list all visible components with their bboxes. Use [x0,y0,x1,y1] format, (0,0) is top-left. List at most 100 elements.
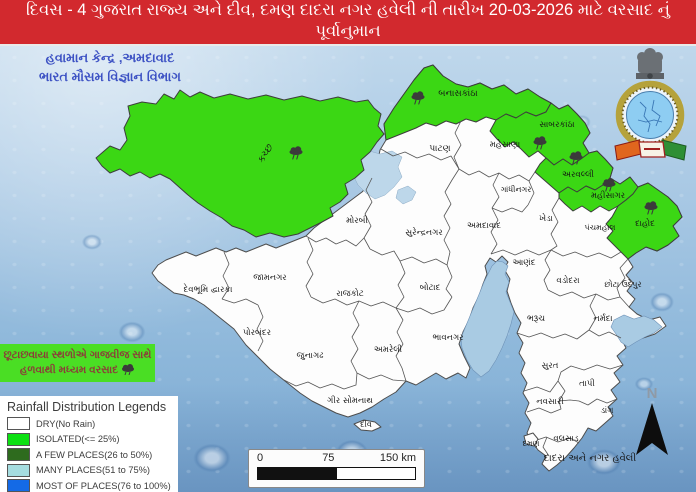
rainfall-legend: Rainfall Distribution Legends DRY(No Rai… [0,396,178,492]
district-border [443,168,460,266]
imd-logo [610,42,690,168]
banner-line2: પૂર્વાનુમાન [315,22,381,40]
thunderstorm-icon [644,201,658,215]
district-label: ગાંધીનગર [501,184,532,194]
district-border [380,148,460,170]
district-border [526,400,562,414]
scale-labels: 0 75 150 km [257,452,416,467]
district-label: મહીસાગર [591,190,626,201]
department-name: ભારત મૌસમ વિજ્ઞાન વિભાગ [39,68,181,84]
legend-swatch [7,432,30,446]
map-scale-bar: 0 75 150 km [248,449,425,488]
scale-bar-light-half [336,468,415,479]
district-label: મોરબી [346,214,368,226]
district-border [557,380,566,402]
district-shape-kutch [95,89,385,238]
district-border [283,372,358,390]
district-label: બનાસકાંઠા [438,88,477,99]
water-body [460,260,515,378]
district-border [588,293,597,331]
annotation-line1: છૂટાછવાયા સ્થળોએ ગાજવીજ સાથે [3,349,152,361]
district-label: ગીર સોમનાથ [327,394,373,406]
office-name: હવામાન કેન્દ્ર ,અમદાવાદ [45,50,175,65]
district-border [445,264,453,298]
district-label: દમણ [522,439,539,448]
district-border [221,251,230,300]
district-label: દાહોદ [635,217,655,229]
legend-label: A FEW PLACES(26 to 50%) [36,449,153,460]
legend-swatch [7,479,30,492]
legend-item: DRY(No Rain) [7,417,178,430]
legend-item: MOST OF PLACES(76 to 100%) [7,479,178,492]
scale-bar-dark-half [258,468,337,479]
scale-bar-graphic [257,467,416,480]
district-border [490,207,499,255]
thunderstorm-icon [122,364,135,376]
legend-item: A FEW PLACES(26 to 50%) [7,448,178,461]
district-border [369,248,448,266]
district-border [558,398,618,406]
legend-item: MANY PLACES(51 to 75%) [7,463,178,477]
district-label: દેવભૂમિ દ્વારકા [183,283,232,296]
issuing-office-block: હવામાન કેન્દ્ર ,અમદાવાદ ભારત મૌસમ વિજ્ઞા… [8,49,212,87]
district-border [550,249,622,259]
district-border [543,249,552,291]
district-label: સુરત [542,361,559,371]
district-label: બોટાદ [420,281,441,293]
forecast-annotation-box: છૂટાછવાયા સ્થળોએ ગાજવીજ સાથે હળવાથી મધ્ય… [0,344,155,383]
north-arrow-icon [636,403,668,455]
district-border [395,260,406,309]
legend-title: Rainfall Distribution Legends [7,400,167,414]
legend-swatch [7,448,30,461]
district-shape-green [605,182,683,260]
thunderstorm-icon [602,178,616,192]
district-label: દાદરા અને નગર હવેલી [544,451,637,464]
legend-label: DRY(No Rain) [36,418,96,429]
district-border [350,300,360,374]
district-border [305,237,314,298]
scale-mid: 75 [322,452,335,464]
district-border [305,235,365,247]
imd-ribbon-icon [614,139,687,161]
district-label: ખેડા [539,212,553,224]
north-label: N [646,385,658,402]
thunderstorm-icon [411,91,425,105]
water-body [610,314,663,348]
legend-label: MANY PLACES(51 to 75%) [36,465,151,475]
district-border [557,364,624,382]
district-border [453,120,462,170]
district-border [221,298,259,306]
legend-swatch [7,417,30,430]
district-label: સાબરકાંઠા [539,119,574,130]
banner-line1: દિવસ - 4 ગુજરાત રાજ્ય અને દીવ, દમણ દાદરા… [26,1,670,19]
district-label: નવસારી [536,396,564,407]
island-shape [353,419,382,432]
legend-swatch [7,463,30,477]
district-border [523,380,559,393]
district-label: પંચમહાલ [585,222,616,232]
district-border [542,436,550,457]
district-label: રાજકોટ [336,287,364,299]
ashoka-lions-icon [636,48,664,79]
district-label: નર્મદા [593,313,612,324]
district-border [256,304,264,352]
district-border [491,204,529,213]
thunderstorm-icon [533,136,547,150]
title-banner: દિવસ - 4 ગુજરાત રાજ્ય અને દીવ, દમણ દાદરા… [0,0,696,46]
district-label: ભરૂચ [527,314,545,324]
scale-end: 150 km [379,452,416,464]
district-label: મહેસાણા [490,138,521,150]
north-arrow: N [630,386,674,464]
thunderstorm-icon [289,146,303,160]
district-label: જુનાગઢ [297,351,325,361]
district-border [516,329,590,340]
district-label: ડાંગ [601,405,615,416]
district-label: પાટણ [429,144,450,154]
island-shape [523,432,539,447]
district-border [491,172,500,209]
imd-emblem-graphic [614,48,687,161]
district-label: છોટા ઉદેપુર [604,279,641,290]
legend-items: DRY(No Rain) ISOLATED(<= 25%) A FEW PLACES… [7,417,178,492]
